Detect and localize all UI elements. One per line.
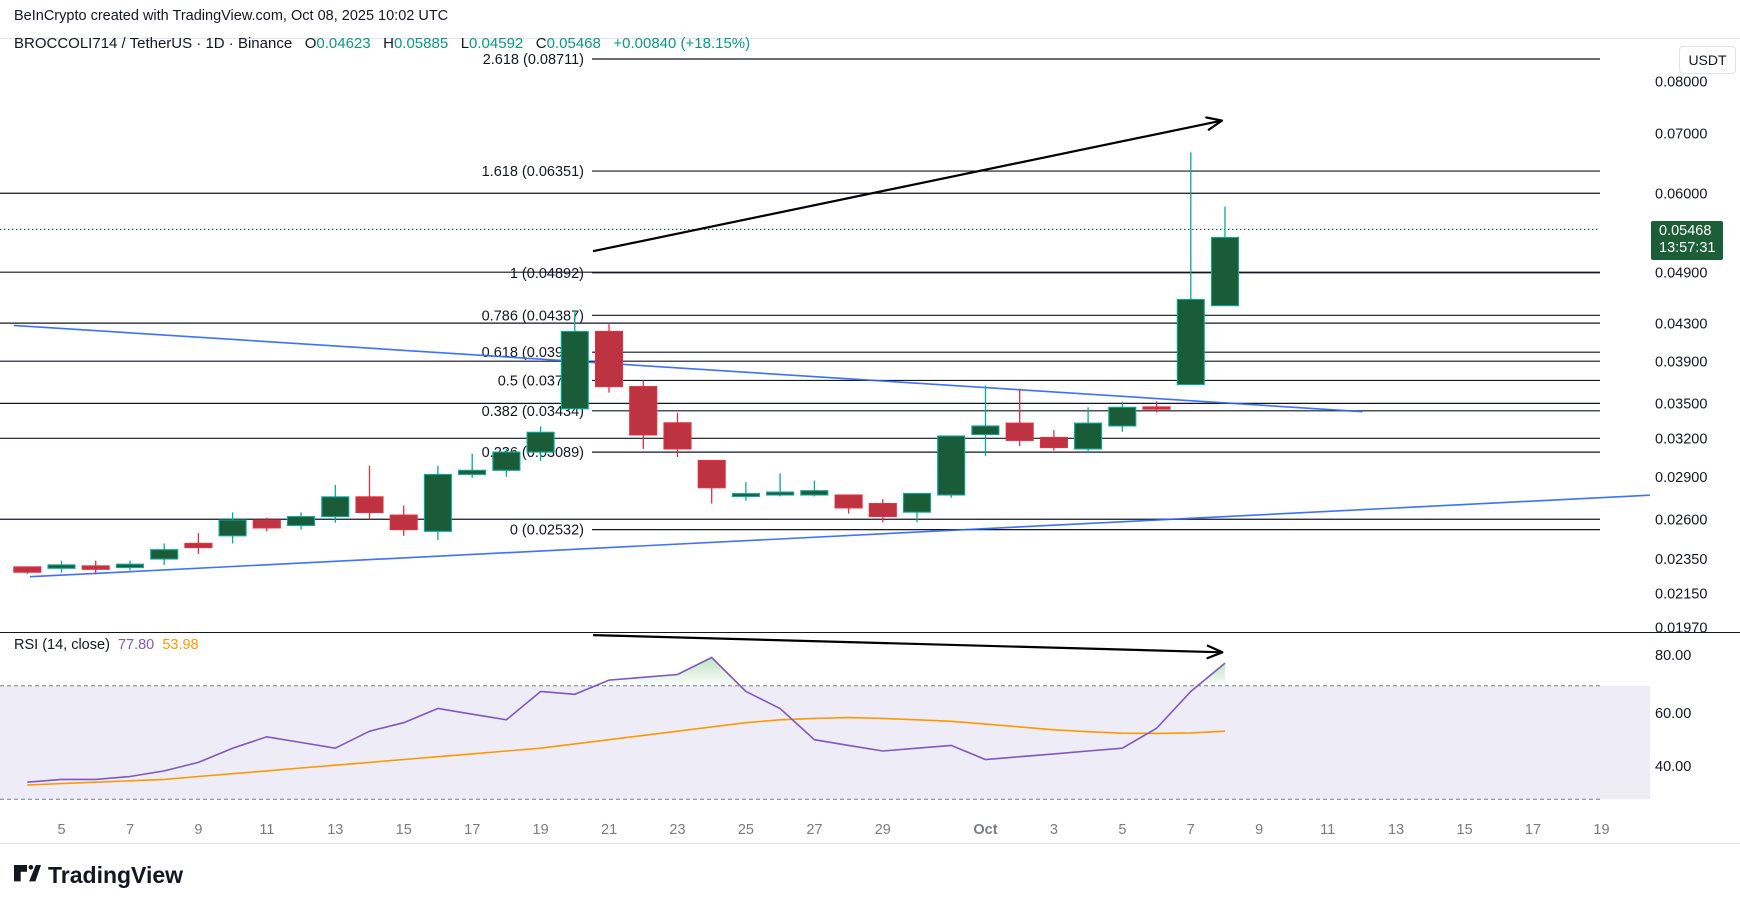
svg-text:15: 15 [1457,822,1473,838]
svg-text:21: 21 [601,822,617,838]
svg-text:11: 11 [259,822,274,838]
svg-text:19: 19 [533,822,549,838]
svg-text:27: 27 [806,822,822,838]
svg-text:5: 5 [57,822,65,838]
svg-text:17: 17 [464,822,480,838]
svg-text:19: 19 [1593,822,1609,838]
svg-text:17: 17 [1525,822,1541,838]
svg-text:13: 13 [1388,822,1404,838]
svg-text:25: 25 [738,822,754,838]
svg-text:15: 15 [396,822,412,838]
svg-text:23: 23 [669,822,685,838]
svg-text:13: 13 [327,822,343,838]
svg-text:5: 5 [1118,822,1126,838]
svg-text:11: 11 [1320,822,1335,838]
svg-text:3: 3 [1050,822,1058,838]
svg-text:9: 9 [1255,822,1263,838]
svg-text:29: 29 [875,822,891,838]
svg-text:7: 7 [1187,822,1195,838]
svg-text:7: 7 [126,822,134,838]
svg-text:Oct: Oct [973,822,997,838]
svg-text:9: 9 [194,822,202,838]
